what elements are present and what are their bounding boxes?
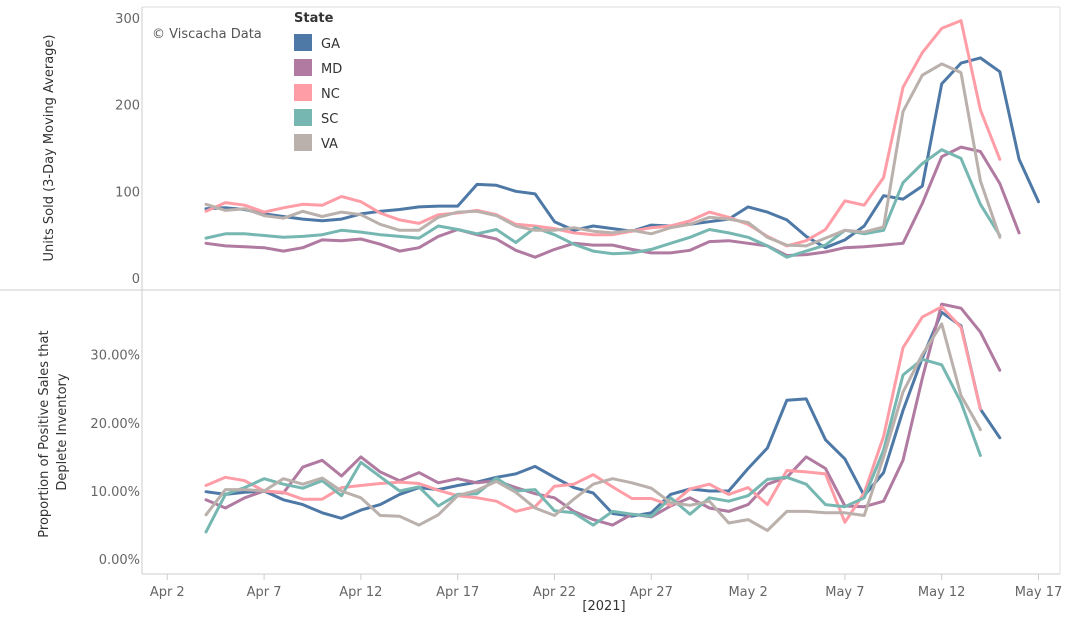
bottom-y-axis-title-line-2: Deplete Inventory xyxy=(55,373,70,490)
bottom-y-tick-label: 30.00% xyxy=(90,349,140,364)
bottom-series-line-sc xyxy=(204,357,982,534)
x-tick-label: May 7 xyxy=(825,585,864,600)
top-series-line-md xyxy=(204,145,1021,259)
top-y-axis-title: Units Sold (3-Day Moving Average) xyxy=(42,35,57,262)
top-series-line-ga xyxy=(204,56,1040,250)
x-tick-label: Apr 22 xyxy=(533,585,576,600)
x-ticks: Apr 2 Apr 7 Apr 12 Apr 17 Apr 22 Apr 27 May 2 M… xyxy=(150,574,1062,600)
legend-swatch-ga xyxy=(294,34,312,51)
x-tick-label: May 2 xyxy=(728,585,767,600)
legend-label-va: VA xyxy=(321,137,338,152)
top-series-line-sc xyxy=(204,148,1002,259)
x-axis-title: [2021] xyxy=(582,599,625,614)
top-series-lines xyxy=(204,19,1040,259)
top-y-tick-label: 0 xyxy=(132,272,140,287)
top-series-line-va xyxy=(204,62,1002,248)
top-y-ticks: 0 100 200 300 xyxy=(115,12,140,287)
legend-swatch-md xyxy=(294,59,312,76)
bottom-series-line-md xyxy=(204,302,1002,527)
x-tick-label: May 17 xyxy=(1015,585,1063,600)
legend-label-sc: SC xyxy=(321,112,338,127)
watermark: © Viscacha Data xyxy=(152,27,262,42)
top-y-tick-label: 100 xyxy=(115,185,140,200)
top-series-line-nc xyxy=(204,19,1002,248)
x-tick-label: Apr 27 xyxy=(630,585,673,600)
x-tick-label: Apr 17 xyxy=(436,585,479,600)
x-tick-label: May 12 xyxy=(918,585,966,600)
legend-title: State xyxy=(294,11,334,26)
legend-label-nc: NC xyxy=(321,87,340,102)
legend-items: GA MD NC SC VA xyxy=(294,34,342,152)
legend-label-md: MD xyxy=(321,62,342,77)
bottom-series-line-nc xyxy=(204,305,982,524)
bottom-y-tick-label: 0.00% xyxy=(99,553,140,568)
bottom-series-lines xyxy=(204,302,1002,534)
top-y-tick-label: 300 xyxy=(115,12,140,27)
bottom-y-ticks: 0.00% 10.00% 20.00% 30.00% xyxy=(90,349,140,569)
bottom-y-axis-title: Proportion of Positive Sales that Deplet… xyxy=(37,326,70,537)
top-y-tick-label: 200 xyxy=(115,99,140,114)
bottom-series-line-ga xyxy=(204,310,1002,520)
x-tick-label: Apr 7 xyxy=(247,585,282,600)
legend-swatch-va xyxy=(294,134,312,151)
legend: State GA MD NC SC VA xyxy=(294,11,342,152)
bottom-series-line-va xyxy=(204,322,982,532)
legend-swatch-sc xyxy=(294,109,312,126)
bottom-y-tick-label: 10.00% xyxy=(90,485,140,500)
x-tick-label: Apr 12 xyxy=(339,585,382,600)
legend-label-ga: GA xyxy=(321,37,340,52)
bottom-y-tick-label: 20.00% xyxy=(90,417,140,432)
bottom-y-axis-title-line-1: Proportion of Positive Sales that xyxy=(37,330,52,537)
legend-swatch-nc xyxy=(294,84,312,101)
x-tick-label: Apr 2 xyxy=(150,585,185,600)
